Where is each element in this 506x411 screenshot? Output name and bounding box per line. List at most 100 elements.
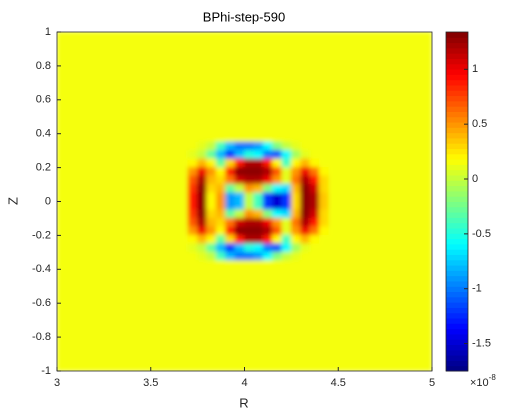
cell: [215, 226, 227, 236]
colorbar-tick-label: -1: [472, 283, 482, 295]
cell: [215, 167, 227, 177]
cell: [57, 167, 189, 177]
cell: [215, 192, 227, 202]
cell: [290, 201, 302, 211]
cell: [309, 32, 320, 143]
cell: [244, 192, 255, 202]
cell: [272, 260, 283, 371]
cell: [300, 251, 311, 262]
cell: [225, 260, 236, 371]
cell: [206, 260, 217, 371]
cell: [206, 234, 217, 245]
cell: [319, 167, 330, 177]
colorbar-step: [446, 84, 468, 91]
cell: [253, 158, 264, 169]
y-tick-label: -0.2: [32, 229, 51, 241]
cell: [290, 150, 302, 160]
cell: [253, 184, 264, 194]
cell: [244, 243, 255, 253]
cell: [187, 201, 199, 211]
colorbar-step: [446, 111, 468, 118]
axes: 3 3.5 4 4.5 5 -1 -0.8 -0.6 -0.4 -0.2 0 0.2 0.4 0.6 0.8…: [32, 26, 491, 389]
cell: [57, 226, 189, 236]
cell: [309, 175, 320, 186]
cell: [328, 141, 432, 152]
cell: [309, 184, 320, 194]
colorbar-step: [446, 42, 468, 49]
colorbar-step: [446, 286, 468, 293]
cell: [281, 192, 292, 202]
cell: [309, 260, 320, 371]
cell: [328, 184, 432, 194]
colorbar-step: [446, 280, 468, 287]
cell: [319, 260, 330, 371]
cell: [215, 260, 227, 371]
cell: [234, 175, 245, 186]
cell: [319, 201, 330, 211]
y-tick-label: -0.6: [32, 297, 51, 309]
cell: [187, 158, 199, 169]
cell: [262, 175, 274, 186]
exponent-power: -8: [489, 373, 497, 382]
cell: [281, 209, 292, 219]
cell: [187, 226, 199, 236]
cell: [328, 217, 432, 228]
cell: [281, 234, 292, 245]
colorbar-step: [446, 259, 468, 266]
cell: [215, 175, 227, 186]
colorbar-step: [446, 169, 468, 176]
cell: [253, 141, 264, 152]
cell: [272, 243, 283, 253]
cell: [225, 201, 236, 211]
cell: [309, 234, 320, 245]
heatmap: [57, 32, 432, 371]
cell: [234, 201, 245, 211]
colorbar-tick-label: 0.5: [472, 118, 487, 130]
cell: [244, 251, 255, 262]
cell: [262, 201, 274, 211]
colorbar-step: [446, 127, 468, 134]
cell: [253, 201, 264, 211]
cell: [300, 32, 311, 143]
cell: [225, 158, 236, 169]
colorbar-step: [446, 143, 468, 150]
colorbar-step: [446, 132, 468, 139]
colorbar-step: [446, 302, 468, 308]
cell: [57, 251, 189, 262]
cell: [244, 32, 255, 143]
cell: [206, 158, 217, 169]
cell: [328, 260, 432, 371]
cell: [281, 158, 292, 169]
colorbar-step: [446, 74, 468, 81]
colorbar-step: [446, 58, 468, 65]
cell: [187, 251, 199, 262]
cell: [244, 141, 255, 152]
cell: [300, 209, 311, 219]
y-tick-label: 0.4: [36, 128, 51, 140]
cell: [300, 192, 311, 202]
cell: [234, 226, 245, 236]
cell: [57, 260, 189, 371]
cell: [234, 32, 245, 143]
colorbar-step: [446, 275, 468, 282]
cell: [272, 217, 283, 228]
cell: [262, 217, 274, 228]
cell: [262, 150, 274, 160]
cell: [215, 251, 227, 262]
colorbar-step: [446, 318, 468, 324]
cell: [234, 192, 245, 202]
cell: [253, 260, 264, 371]
cell: [272, 150, 283, 160]
x-tick-label: 3.5: [143, 377, 158, 389]
cell: [319, 175, 330, 186]
cell: [187, 150, 199, 160]
cell: [319, 32, 330, 143]
cell: [300, 217, 311, 228]
colorbar-step: [446, 344, 468, 351]
cell: [262, 32, 274, 143]
cell: [234, 234, 245, 245]
cell: [197, 226, 208, 236]
cell: [300, 243, 311, 253]
cell: [262, 158, 274, 169]
cell: [57, 150, 189, 160]
